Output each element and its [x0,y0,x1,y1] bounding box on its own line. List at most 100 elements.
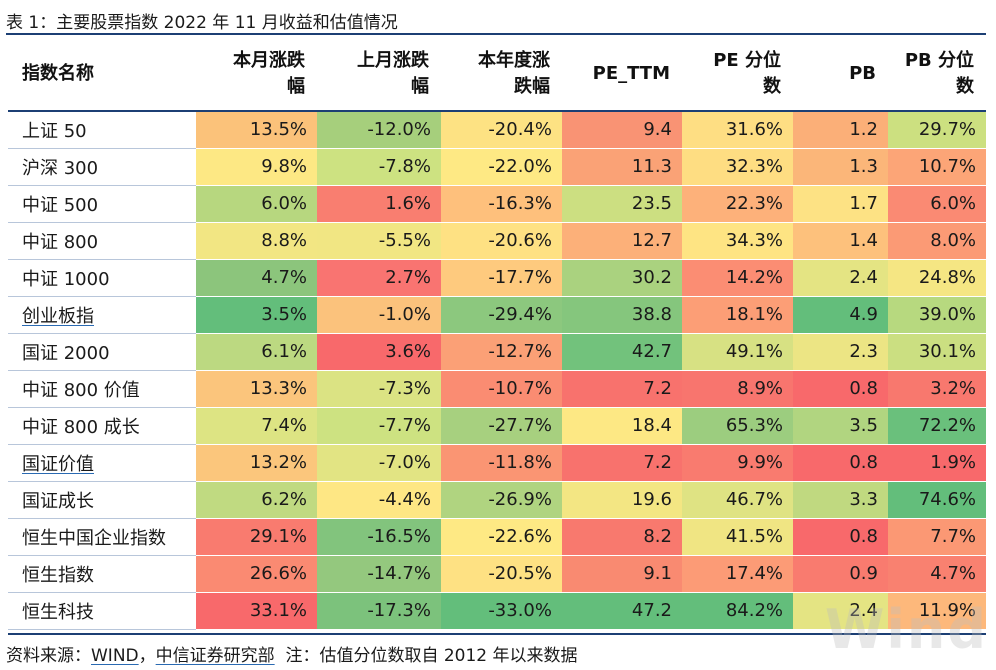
value-cell: 4.7% [888,555,986,593]
value-cell: 17.4% [682,555,793,593]
value-cell: 3.5 [793,407,888,445]
value-cell: 4.7% [196,259,317,297]
value-cell: 22.3% [682,185,793,223]
value-cell: 2.7% [317,259,441,297]
table-row: 中证 1000 4.7% 2.7% -17.7% 30.2 14.2% 2.4 24.8% [8,259,986,297]
header-ytd-change: 本年度涨 跌幅 [478,49,550,97]
value-cell: 32.3% [682,148,793,186]
header-pb-percentile: PB 分位数 [904,49,974,97]
value-cell: 9.9% [682,444,793,482]
value-cell: 14.2% [682,259,793,297]
table-row: 中证 800 8.8% -5.5% -20.6% 12.7 34.3% 1.4 8.0% [8,222,986,260]
value-cell: 7.2 [562,444,682,482]
value-cell: 12.7 [562,222,682,260]
value-cell: 31.6% [682,111,793,149]
source-footnote: 注：估值分位数取自 2012 年以来数据 [274,646,578,666]
value-cell: 1.4 [793,222,888,260]
index-name-cell: 中证 800 [8,222,196,260]
index-name-cell[interactable]: 国证价值 [8,444,196,482]
value-cell: 3.2% [888,370,986,408]
value-cell: -11.8% [441,444,562,482]
value-cell: 1.7 [793,185,888,223]
value-cell: 30.2 [562,259,682,297]
value-cell: 3.5% [196,296,317,334]
value-cell: 1.3 [793,148,888,186]
value-cell: 7.7% [888,518,986,556]
value-cell: -20.6% [441,222,562,260]
header-last-month-change: 上月涨跌幅 [357,49,429,97]
value-cell: -14.7% [317,555,441,593]
value-cell: 3.3 [793,481,888,519]
value-cell: 46.7% [682,481,793,519]
value-cell: 29.1% [196,518,317,556]
index-name-cell: 中证 800 成长 [8,407,196,445]
value-cell: 41.5% [682,518,793,556]
index-name-cell: 恒生科技 [8,592,196,630]
value-cell: -12.7% [441,333,562,371]
title-divider [6,33,986,35]
value-cell: 6.0% [888,185,986,223]
value-cell: 1.6% [317,185,441,223]
value-cell: 26.6% [196,555,317,593]
header-row: 指数名称 本月涨跌幅 上月涨跌幅 本年度涨 跌幅 PE_TTM PE 分位数 PB… [8,37,986,111]
value-cell: 8.8% [196,222,317,260]
value-cell: 0.9 [793,555,888,593]
index-name-cell: 中证 1000 [8,259,196,297]
value-cell: -7.0% [317,444,441,482]
index-name-cell: 中证 500 [8,185,196,223]
value-cell: -1.0% [317,296,441,334]
value-cell: 24.8% [888,259,986,297]
value-cell: -16.3% [441,185,562,223]
value-cell: -16.5% [317,518,441,556]
header-pe-ttm: PE_TTM [592,62,670,84]
index-name-cell[interactable]: 创业板指 [8,296,196,334]
value-cell: -29.4% [441,296,562,334]
table-title: 表 1：主要股票指数 2022 年 11 月收益和估值情况 [6,13,398,33]
value-cell: -7.7% [317,407,441,445]
value-cell: 0.8 [793,444,888,482]
source-prefix: 资料来源： [6,646,91,666]
value-cell: 13.5% [196,111,317,149]
header-monthly-change: 本月涨跌幅 [233,49,305,97]
value-cell: 3.6% [317,333,441,371]
value-cell: 38.8 [562,296,682,334]
value-cell: -10.7% [441,370,562,408]
table-row: 国证成长 6.2% -4.4% -26.9% 19.6 46.7% 3.3 74.6% [8,481,986,519]
value-cell: 9.1 [562,555,682,593]
value-cell: 33.1% [196,592,317,630]
index-name-cell: 国证成长 [8,481,196,519]
value-cell: -7.3% [317,370,441,408]
value-cell: 8.2 [562,518,682,556]
value-cell: 8.0% [888,222,986,260]
value-cell: -4.4% [317,481,441,519]
value-cell: 1.2 [793,111,888,149]
value-cell: 18.1% [682,296,793,334]
value-cell: 9.4 [562,111,682,149]
value-cell: -7.8% [317,148,441,186]
table-row: 国证价值 13.2% -7.0% -11.8% 7.2 9.9% 0.8 1.9% [8,444,986,482]
bottom-divider [8,633,986,635]
value-cell: -5.5% [317,222,441,260]
source-wind-link[interactable]: WIND [91,646,139,666]
value-cell: 4.9 [793,296,888,334]
value-cell: 11.3 [562,148,682,186]
value-cell: 6.2% [196,481,317,519]
header-pb: PB [849,62,876,84]
value-cell: 47.2 [562,592,682,630]
value-cell: -26.9% [441,481,562,519]
value-cell: 74.6% [888,481,986,519]
source-citic-link[interactable]: 中信证券研究部 [155,646,275,666]
value-cell: 23.5 [562,185,682,223]
value-cell: -27.7% [441,407,562,445]
value-cell: -17.7% [441,259,562,297]
header-index-name: 指数名称 [22,62,94,84]
value-cell: 30.1% [888,333,986,371]
value-cell: -33.0% [441,592,562,630]
value-cell: -22.6% [441,518,562,556]
table-row: 沪深 300 9.8% -7.8% -22.0% 11.3 32.3% 1.3 10.7% [8,148,986,186]
value-cell: 29.7% [888,111,986,149]
value-cell: -22.0% [441,148,562,186]
table-row: 中证 500 6.0% 1.6% -16.3% 23.5 22.3% 1.7 6.0% [8,185,986,223]
value-cell: 7.4% [196,407,317,445]
index-name-cell: 上证 50 [8,111,196,149]
